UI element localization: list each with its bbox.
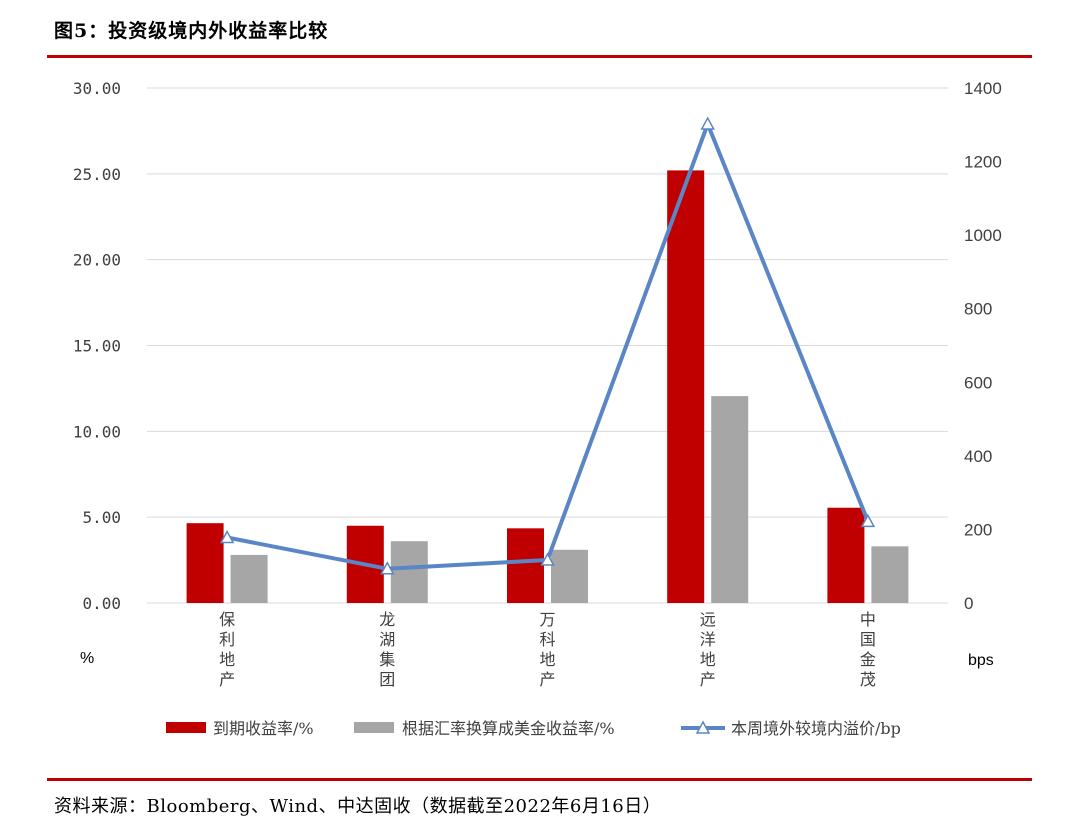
category-label: 中国金茂 (860, 610, 876, 689)
category-label: 远洋地产 (700, 610, 716, 689)
premium-line (219, 116, 876, 575)
bar-usd-yield (551, 549, 588, 603)
premium-point (219, 529, 235, 544)
y-tick-label: 10.00 (73, 422, 121, 441)
premium-line-path (226, 122, 870, 571)
bar-usd-yield (871, 546, 909, 603)
gridlines (147, 87, 948, 604)
bar-ytm (186, 523, 224, 603)
y-tick-label: 15.00 (73, 337, 121, 356)
y2-tick-label: 600 (964, 373, 992, 392)
figure-title: 图5：投资级境内外收益率比较 (54, 20, 329, 42)
bar-usd-yield (390, 541, 428, 603)
category-labels: 保利地产 龙湖集团 万科地产 远洋地产 中国金茂 (219, 610, 876, 689)
bar-ytm (827, 507, 865, 603)
bars (186, 170, 909, 603)
top-rule (47, 55, 1032, 58)
category-label: 龙湖集团 (379, 610, 395, 689)
y-tick-label: 30.00 (73, 79, 121, 98)
y-tick-label: 20.00 (73, 251, 121, 270)
bar-ytm (667, 170, 705, 603)
category-label: 保利地产 (219, 610, 235, 689)
bar-usd-yield (230, 554, 268, 603)
y2-tick-label: 200 (964, 520, 992, 539)
y-tick-label: 5.00 (82, 508, 121, 527)
bar-ytm (507, 528, 544, 603)
source-note: 资料来源：Bloomberg、Wind、中达固收（数据截至2022年6月16日） (54, 796, 662, 817)
category-label: 万科地产 (539, 610, 555, 689)
legend: 到期收益率/% 根据汇率换算成美金收益率/% 本周境外较境内溢价/bp (166, 719, 901, 738)
y2-tick-label: 1400 (964, 79, 1002, 98)
legend-label-ytm: 到期收益率/% (213, 719, 314, 738)
legend-swatch-ytm (166, 722, 206, 733)
legend-label-usd-yield: 根据汇率换算成美金收益率/% (402, 719, 615, 738)
right-axis-ticks: 0 200 400 600 800 1000 1200 1400 (964, 79, 1002, 613)
y2-tick-label: 400 (964, 447, 992, 466)
y-tick-label: 25.00 (73, 165, 121, 184)
y2-tick-label: 1000 (964, 226, 1002, 245)
premium-point (380, 561, 395, 575)
legend-label-premium: 本周境外较境内溢价/bp (731, 719, 901, 738)
legend-marker-premium (695, 720, 711, 734)
premium-point (540, 552, 555, 566)
premium-point (860, 513, 876, 528)
y-tick-label: 0.00 (82, 594, 121, 613)
y2-tick-label: 1200 (964, 153, 1002, 172)
y2-tick-label: 0 (964, 594, 973, 613)
left-axis-unit: % (80, 650, 94, 667)
bar-usd-yield (711, 396, 749, 603)
y2-tick-label: 800 (964, 300, 992, 319)
legend-swatch-usd-yield (354, 722, 394, 733)
right-axis-unit: bps (968, 652, 994, 669)
premium-point (700, 116, 715, 130)
left-axis-ticks: 0.00 5.00 10.00 15.00 20.00 25.00 30.00 (73, 79, 121, 613)
bottom-rule (47, 778, 1032, 781)
